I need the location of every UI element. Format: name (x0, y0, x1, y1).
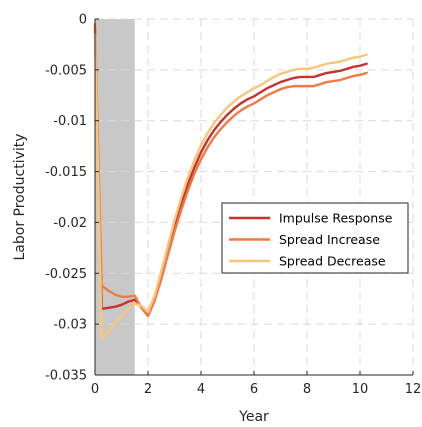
x-tick-label: 0 (91, 382, 99, 397)
x-tick-label: 10 (352, 382, 369, 397)
y-axis-label: Labor Productivity (12, 133, 28, 260)
x-tick-label: 4 (197, 382, 205, 397)
y-tick-label: -0.035 (45, 369, 87, 384)
legend-label-2: Spread Increase (279, 232, 380, 247)
tick-layer: 0 2 4 6 8 10 12 0 -0.005 -0.01 -0.015 -0.02 -0.025 -0… (45, 13, 421, 398)
legend-label-1: Impulse Response (279, 211, 393, 226)
series-line-3 (93, 33, 368, 340)
legend-label-3: Spread Decrease (279, 254, 386, 269)
y-tick-label: -0.03 (53, 318, 87, 333)
series-layer (93, 22, 368, 340)
x-tick-label: 12 (405, 382, 422, 397)
y-tick-label: -0.015 (45, 165, 87, 180)
y-tick-label: 0 (79, 13, 87, 28)
y-tick-label: -0.02 (53, 216, 87, 231)
legend: Impulse Response Spread Increase Spread De… (221, 202, 409, 274)
y-tick-label: -0.01 (53, 114, 87, 129)
y-tick-label: -0.005 (45, 63, 87, 78)
y-tick-label: -0.025 (45, 267, 87, 282)
x-tick-label: 2 (144, 382, 152, 397)
x-tick-label: 8 (303, 382, 311, 397)
x-axis-label: Year (238, 409, 269, 425)
x-tick-label: 6 (250, 382, 258, 397)
